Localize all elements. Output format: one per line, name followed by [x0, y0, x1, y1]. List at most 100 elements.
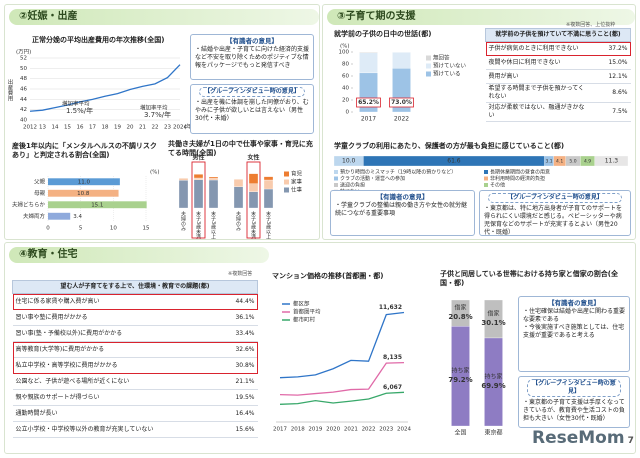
bar-segment	[263, 179, 274, 190]
x-tick-label: 17	[89, 125, 96, 131]
row-value: 32.6%	[217, 341, 258, 358]
table-row: 公園など、子供が遊べる場所が近くにない 21.1%	[12, 373, 258, 390]
x-tick-label: 15	[64, 125, 71, 131]
group-label: 女性	[247, 154, 259, 162]
value-label: 79.2%	[448, 376, 472, 384]
row-label: 公園など、子供が遊べる場所が近くにない	[12, 373, 218, 390]
line	[279, 311, 405, 379]
table-row: 高等教育(大学等)に費用がかかる 32.6%	[12, 341, 258, 358]
legend-swatch	[284, 171, 289, 177]
legend-swatch	[334, 170, 338, 174]
bar-segment	[392, 52, 411, 69]
page-number: 7	[627, 436, 634, 446]
table-row: 対応が柔軟ではない、融通がきかない 7.5%	[485, 102, 631, 122]
opinion-box: 【グループインタビュー時の意見】・東京都は、特に地方出身者が子育てのサポートを得…	[479, 190, 631, 236]
row-value: 15.0%	[590, 55, 631, 70]
value-label: 5.0	[569, 159, 576, 165]
row-label: 希望する時間まで子供を預かってくれない	[485, 83, 591, 103]
bar-segment	[248, 191, 259, 209]
opinion-text: ・結婚や出産・子育てに向けた経済的支援など不安を取り除くためのポジティブな情報を…	[195, 46, 310, 69]
table-row: 公立小学校・中学校等以外の教育が充実していない 15.6%	[12, 421, 258, 438]
value-label: 73.0%	[391, 99, 412, 106]
opinion-text: ・東京都は、特に地方出身者が子育てのサポートを得られにくい環境だと感じる。ベビー…	[484, 205, 623, 236]
table-title: 望む人が子育てをする上で、住環境・教育での課題(都)	[12, 280, 258, 294]
row-label: 私立中学校・高等学校に費用がかかる	[12, 357, 218, 374]
brand: ReseMom 7	[532, 428, 634, 448]
value-label: 10.8	[77, 191, 90, 197]
opinion-box: 【有識者の意見】 ・結婚や出産・子育てに向けた経済的支援など不安を取り除くためのポ…	[190, 34, 314, 80]
note: ※複数回答、上位抜粋	[566, 22, 616, 28]
table-row: 親や親族のサポートが得づらい 19.5%	[12, 389, 258, 406]
row-label: 夜間や休日に利用できない	[485, 55, 591, 70]
row-label: 親や親族のサポートが得づらい	[12, 389, 218, 406]
bar-segment	[359, 52, 378, 74]
bar-segment	[248, 173, 259, 184]
legend-swatch	[284, 179, 289, 185]
legend-swatch	[426, 63, 431, 69]
bar-segment	[233, 179, 244, 187]
highlight-box	[191, 161, 206, 239]
legend-label: クラブの活動・運営への参加	[340, 175, 405, 182]
chart-title: 産後1年以内に「メンタルヘルスの不調リスクあり」と判定される割合(全国)	[12, 142, 157, 159]
x-unit: (%)	[150, 170, 160, 176]
opinion-box: 【有識者の意見】 ・学童クラブの整備は親の働き方や女性の就労継続につながる重要事項	[330, 190, 475, 236]
row-label: 子供が病気のときに利用できない	[485, 41, 591, 56]
row-value: 33.4%	[217, 325, 258, 342]
section-title: ②妊娠・出産	[9, 9, 319, 25]
x-tick-label: 2020	[326, 427, 340, 433]
row-label: 公立小学校・中学校等以外の教育が充実していない	[12, 421, 218, 438]
row-value: 21.1%	[217, 373, 258, 390]
x-tick-label: 19	[114, 125, 121, 131]
y-unit: (%)	[340, 44, 350, 50]
legend-swatch	[426, 71, 431, 77]
y-tick-label: 42	[20, 107, 27, 113]
y-axis-label: 出産費用	[7, 78, 14, 103]
row-label: 費用が高い	[485, 69, 591, 84]
category-label: 東京都	[484, 429, 502, 437]
opinion-text: ・住宅確保は結婚や出産に関わる重要な要素である	[523, 308, 626, 323]
chart-title: 就学前の子供の日中の世話(都)	[334, 30, 432, 38]
bar	[48, 201, 147, 209]
opinion-text: ・出産を機に体調を崩した同僚がおり、むやみに子供が欲しいとは言えない（男性30代…	[195, 99, 309, 122]
legend-label: 仕事	[291, 186, 303, 194]
section-title: ③子育て期の支援	[327, 9, 635, 25]
category-label: 末子3歳未満	[195, 210, 201, 240]
bar-segment	[208, 176, 219, 179]
x-tick-label: 14	[52, 125, 59, 131]
row-value: 36.1%	[217, 309, 258, 326]
row-value: 12.1%	[590, 69, 631, 84]
table-row: 習い事(塾・予備校以外)に費用がかかる 33.4%	[12, 325, 258, 342]
bar-segment	[263, 188, 274, 209]
legend-label: 預けている	[433, 70, 461, 78]
x-tick-label: 22	[152, 125, 159, 131]
opinion-heading: 【有識者の意見】	[226, 37, 278, 45]
bar-segment	[594, 155, 629, 167]
table: 就学前の子供を預けていて不満に思うこと(都) 子供が病気のときに利用できない 37.…	[485, 28, 631, 122]
chart-title: マンション価格の推移(首都圏・都)	[272, 272, 384, 280]
category-label: 母親	[34, 189, 46, 197]
row-label: 通勤時間が長い	[12, 405, 218, 422]
x-tick-label: 2024	[397, 427, 411, 433]
opinion-box: 【グループインタビュー時の意見】 ・出産を機に体調を崩した同僚がおり、むやみに子供…	[190, 84, 314, 134]
legend-swatch	[334, 183, 338, 187]
table-row: 夜間や休日に利用できない 15.0%	[485, 55, 631, 70]
x-unit: (年)	[184, 123, 194, 131]
x-tick-label: 15	[143, 226, 150, 232]
legend-label: 送迎の負担	[340, 182, 365, 189]
category-label: 末子3歳以上	[210, 210, 216, 239]
end-label: 8,135	[383, 354, 402, 361]
highlight-box	[246, 161, 261, 239]
table-title: 就学前の子供を預けていて不満に思うこと(都)	[485, 28, 631, 42]
row-label: 習い事(塾・予備校以外)に費用がかかる	[12, 325, 218, 342]
row-label: 対応が柔軟ではない、融通がきかない	[485, 102, 591, 122]
value-label: 69.9%	[481, 382, 505, 390]
value-label: 11.0	[78, 179, 91, 185]
y-tick-label: 60	[342, 74, 349, 80]
value-label: 11.3	[605, 158, 619, 165]
legend-swatch	[334, 176, 338, 181]
value-label: 15.1	[91, 202, 103, 208]
opinion-heading: 【グループインタビュー時の意見】	[488, 193, 622, 203]
chart-title: 子供と同居している世帯における持ち家と借家の割合(全国・都)	[440, 270, 618, 287]
